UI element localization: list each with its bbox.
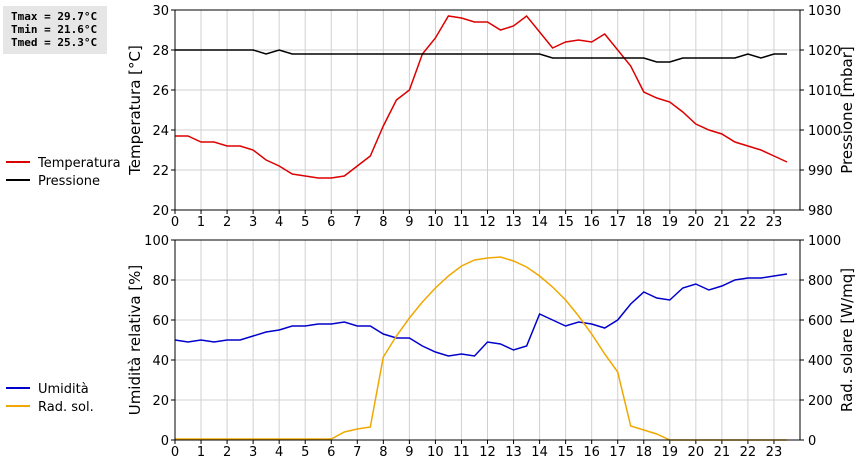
x-tick-label: 1 (197, 445, 205, 460)
left-y-tick-label: 0 (161, 434, 169, 449)
x-tick-label: 7 (353, 215, 361, 230)
x-tick-label: 0 (171, 215, 179, 230)
left-y-tick-label: 20 (152, 204, 169, 219)
temperatura-line (175, 14, 788, 179)
x-tick-label: 7 (353, 445, 361, 460)
x-tick-label: 10 (427, 215, 444, 230)
x-tick-label: 14 (531, 215, 548, 230)
right-y-tick-label: 0 (808, 434, 816, 449)
plot-frame (174, 239, 801, 441)
legend-label: Umidità (38, 382, 89, 397)
x-tick-label: 8 (379, 215, 387, 230)
x-tick-label: 21 (714, 445, 731, 460)
x-tick-label: 14 (531, 445, 548, 460)
x-tick-label: 6 (327, 215, 335, 230)
legend-label: Temperatura (37, 156, 121, 171)
left-y-tick-label: 100 (144, 234, 169, 249)
legend-label: Rad. sol. (38, 400, 94, 415)
x-tick-label: 22 (740, 215, 757, 230)
tmax-text: Tmax = 29.7°C (11, 10, 98, 23)
x-tick-label: 19 (662, 445, 679, 460)
x-tick-label: 9 (405, 215, 413, 230)
plot-frame (174, 9, 801, 211)
x-tick-label: 5 (301, 215, 309, 230)
x-tick-label: 16 (583, 215, 600, 230)
right-y-tick-label: 400 (808, 354, 833, 369)
x-tick-label: 4 (275, 215, 283, 230)
legend-label: Pressione (38, 174, 100, 189)
right-y-tick-label: 1000 (808, 124, 841, 139)
left-y-tick-label: 26 (152, 84, 169, 99)
x-tick-label: 19 (662, 215, 679, 230)
x-tick-label: 4 (275, 445, 283, 460)
x-tick-label: 20 (688, 215, 705, 230)
x-tick-label: 12 (479, 215, 496, 230)
x-tick-label: 8 (379, 445, 387, 460)
right-y-tick-label: 800 (808, 274, 833, 289)
left-y-tick-label: 24 (152, 124, 169, 139)
x-tick-label: 9 (405, 445, 413, 460)
right-y-tick-label: 200 (808, 394, 833, 409)
x-tick-label: 3 (249, 445, 257, 460)
x-tick-label: 22 (740, 445, 757, 460)
x-tick-label: 15 (557, 445, 574, 460)
right-y-tick-label: 600 (808, 314, 833, 329)
x-tick-label: 13 (505, 215, 522, 230)
x-tick-label: 13 (505, 445, 522, 460)
right-axis-label: Pressione [mbar] (838, 46, 856, 174)
x-tick-label: 3 (249, 215, 257, 230)
right-y-tick-label: 980 (808, 204, 833, 219)
right-y-tick-label: 1000 (808, 234, 841, 249)
x-tick-label: 0 (171, 445, 179, 460)
umidit-line (174, 273, 788, 357)
x-tick-label: 18 (635, 445, 652, 460)
right-y-tick-label: 990 (808, 164, 833, 179)
x-tick-label: 23 (766, 215, 783, 230)
x-tick-label: 18 (635, 215, 652, 230)
left-y-tick-label: 28 (152, 44, 169, 59)
left-y-tick-label: 22 (152, 164, 169, 179)
right-axis-label: Rad. solare [W/mq] (838, 268, 856, 412)
left-y-tick-label: 20 (152, 394, 169, 409)
left-y-tick-label: 60 (152, 314, 169, 329)
right-y-tick-label: 1030 (808, 4, 841, 19)
tmin-text: Tmin = 21.6°C (11, 23, 98, 36)
x-tick-label: 11 (453, 445, 470, 460)
left-axis-label: Umidità relativa [%] (126, 265, 144, 416)
right-y-tick-label: 1020 (808, 44, 841, 59)
x-tick-label: 12 (479, 445, 496, 460)
x-tick-label: 6 (327, 445, 335, 460)
x-tick-label: 23 (766, 445, 783, 460)
left-y-tick-label: 80 (152, 274, 169, 289)
x-tick-label: 2 (223, 215, 231, 230)
right-y-tick-label: 1010 (808, 84, 841, 99)
x-tick-label: 20 (688, 445, 705, 460)
x-tick-label: 21 (714, 215, 731, 230)
left-axis-label: Temperatura [°C] (126, 45, 144, 176)
stats-box: Tmax = 29.7°C Tmin = 21.6°C Tmed = 25.3°… (3, 6, 107, 54)
left-y-tick-label: 30 (152, 4, 169, 19)
x-tick-label: 16 (583, 445, 600, 460)
x-tick-label: 1 (197, 215, 205, 230)
left-y-tick-label: 40 (152, 354, 169, 369)
pressione-line (175, 49, 787, 63)
x-tick-label: 10 (427, 445, 444, 460)
x-tick-label: 17 (609, 445, 626, 460)
tmed-text: Tmed = 25.3°C (11, 36, 98, 49)
x-tick-label: 15 (557, 215, 574, 230)
x-tick-label: 11 (453, 215, 470, 230)
x-tick-label: 2 (223, 445, 231, 460)
x-tick-label: 17 (609, 215, 626, 230)
x-tick-label: 5 (301, 445, 309, 460)
